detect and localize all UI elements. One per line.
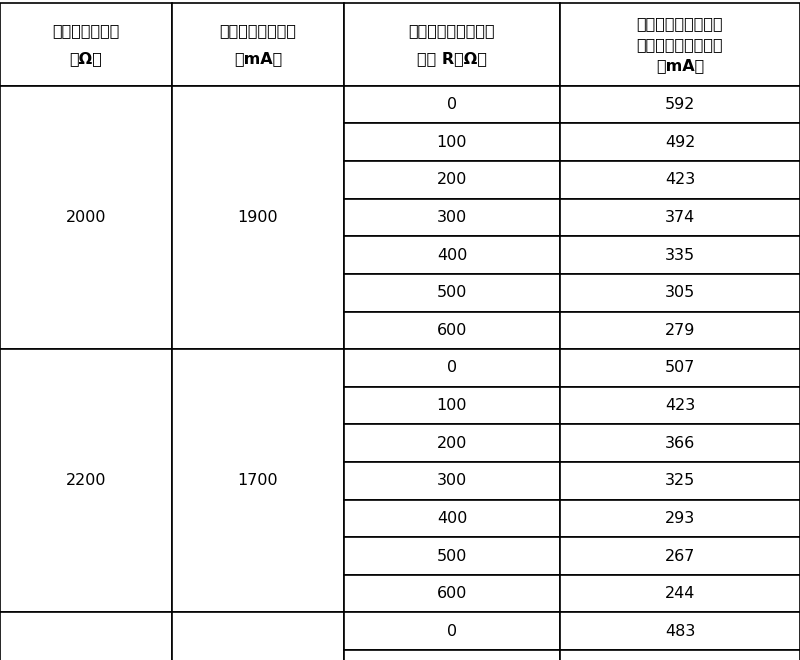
Text: 305: 305 [665, 285, 695, 300]
Bar [344, 123, 560, 161]
Text: 直流电流发生器所串: 直流电流发生器所串 [409, 23, 495, 38]
Bar [560, 387, 800, 424]
Bar [560, 274, 800, 312]
Bar [560, 500, 800, 537]
Bar [344, 161, 560, 199]
Text: 1900: 1900 [238, 210, 278, 225]
Bar [344, 236, 560, 274]
Bar [0, 349, 172, 612]
Text: 400: 400 [437, 511, 467, 526]
Text: 366: 366 [665, 436, 695, 451]
Bar [344, 537, 560, 575]
Bar [172, 3, 344, 86]
Bar [560, 612, 800, 650]
Text: 故障点过渡电阻: 故障点过渡电阻 [52, 23, 120, 38]
Text: 0: 0 [447, 624, 457, 639]
Text: 325: 325 [665, 473, 695, 488]
Bar [172, 86, 344, 349]
Bar [344, 575, 560, 612]
Text: 100: 100 [437, 398, 467, 413]
Bar [560, 650, 800, 660]
Text: 374: 374 [665, 210, 695, 225]
Text: 1700: 1700 [238, 473, 278, 488]
Bar [0, 3, 172, 86]
Bar [560, 86, 800, 123]
Text: 244: 244 [665, 586, 695, 601]
Text: 200: 200 [437, 172, 467, 187]
Text: 电阻 R（Ω）: 电阻 R（Ω） [417, 51, 487, 66]
Text: 故障点直流电流值: 故障点直流电流值 [219, 23, 297, 38]
Bar [344, 3, 560, 86]
Bar [344, 462, 560, 500]
Bar [344, 612, 560, 650]
Text: 300: 300 [437, 473, 467, 488]
Bar [560, 161, 800, 199]
Text: （mA）: （mA） [656, 57, 704, 73]
Bar [560, 537, 800, 575]
Text: （Ω）: （Ω） [70, 51, 102, 66]
Bar [344, 500, 560, 537]
Text: 200: 200 [437, 436, 467, 451]
Text: 600: 600 [437, 323, 467, 338]
Text: 2000: 2000 [66, 210, 106, 225]
Text: 483: 483 [665, 624, 695, 639]
Bar [344, 387, 560, 424]
Bar [560, 236, 800, 274]
Bar [560, 424, 800, 462]
Bar [560, 349, 800, 387]
Bar [344, 199, 560, 236]
Text: 0: 0 [447, 97, 457, 112]
Bar [344, 312, 560, 349]
Text: 500: 500 [437, 548, 467, 564]
Text: 500: 500 [437, 285, 467, 300]
Bar [344, 349, 560, 387]
Text: 423: 423 [665, 172, 695, 187]
Bar [344, 650, 560, 660]
Bar [344, 86, 560, 123]
Text: 0: 0 [447, 360, 457, 376]
Bar [560, 123, 800, 161]
Text: 直流电流发生器串电: 直流电流发生器串电 [637, 16, 723, 32]
Text: 阻后输出直流电流值: 阻后输出直流电流值 [637, 37, 723, 52]
Text: 492: 492 [665, 135, 695, 150]
Text: （mA）: （mA） [234, 51, 282, 66]
Bar [560, 462, 800, 500]
Bar [560, 199, 800, 236]
Text: 335: 335 [665, 248, 695, 263]
Bar [0, 612, 172, 660]
Text: 423: 423 [665, 398, 695, 413]
Text: 267: 267 [665, 548, 695, 564]
Bar [560, 575, 800, 612]
Bar [172, 612, 344, 660]
Bar [344, 274, 560, 312]
Bar [344, 424, 560, 462]
Bar [560, 312, 800, 349]
Text: 600: 600 [437, 586, 467, 601]
Text: 507: 507 [665, 360, 695, 376]
Bar [172, 349, 344, 612]
Text: 279: 279 [665, 323, 695, 338]
Text: 293: 293 [665, 511, 695, 526]
Text: 100: 100 [437, 135, 467, 150]
Text: 400: 400 [437, 248, 467, 263]
Bar [560, 3, 800, 86]
Bar [0, 86, 172, 349]
Text: 300: 300 [437, 210, 467, 225]
Text: 2200: 2200 [66, 473, 106, 488]
Text: 592: 592 [665, 97, 695, 112]
